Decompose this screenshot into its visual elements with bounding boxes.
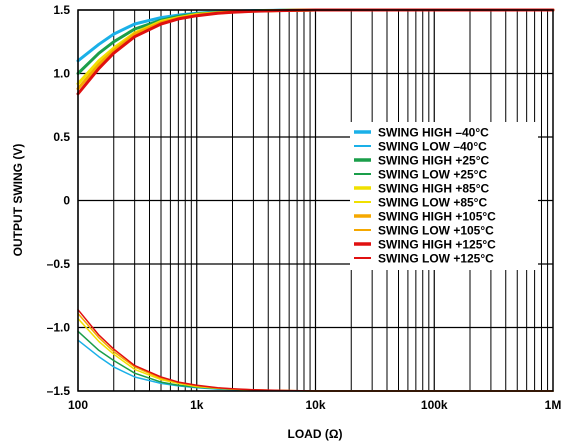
x-tick-label: 1k (190, 398, 204, 412)
y-tick-label: –1.5 (47, 384, 71, 398)
y-tick-label: –1.0 (47, 321, 71, 335)
x-tick-label: 100 (68, 398, 88, 412)
x-tick-label: 1M (545, 398, 562, 412)
tick-labels: 100 1k 10k 100k 1M 1.5 1.0 0.5 0 –0.5 –1.0 –1.5 (47, 3, 562, 412)
legend-label: SWING HIGH –40°C (378, 126, 489, 140)
legend-box (350, 122, 538, 270)
x-tick-label: 10k (305, 398, 325, 412)
y-tick-label: 0 (63, 194, 70, 208)
y-tick-label: –0.5 (47, 257, 71, 271)
y-axis-label: OUTPUT SWING (V) (11, 144, 25, 257)
legend-label: SWING HIGH +105°C (378, 210, 496, 224)
legend-label: SWING HIGH +25°C (378, 154, 489, 168)
legend-label: SWING LOW +105°C (378, 224, 494, 238)
legend-label: SWING HIGH +85°C (378, 182, 489, 196)
y-tick-label: 0.5 (53, 130, 70, 144)
y-tick-label: 1.0 (53, 67, 70, 81)
legend-label: SWING LOW +125°C (378, 252, 494, 266)
legend-label: SWING LOW +25°C (378, 168, 487, 182)
y-tick-label: 1.5 (53, 3, 70, 17)
legend-label: SWING HIGH +125°C (378, 238, 496, 252)
plot-frame (77, 9, 554, 392)
legend-label: SWING LOW –40°C (378, 140, 487, 154)
x-tick-label: 100k (421, 398, 448, 412)
legend-label: SWING LOW +85°C (378, 196, 487, 210)
x-axis-label: LOAD (Ω) (288, 427, 343, 441)
